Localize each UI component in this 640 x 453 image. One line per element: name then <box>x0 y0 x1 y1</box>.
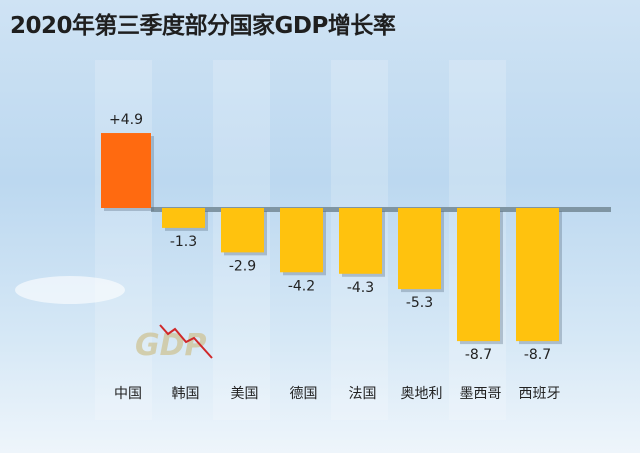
data-label: -8.7 <box>524 347 551 363</box>
category-label: 美国 <box>231 386 259 402</box>
category-label: 西班牙 <box>519 386 561 402</box>
bar-2 <box>221 208 264 253</box>
data-label: -1.3 <box>170 234 197 250</box>
gdp-logo: GDP <box>135 328 207 363</box>
chart-title: 2020年第三季度部分国家GDP增长率 <box>10 13 396 39</box>
bar-0 <box>101 133 151 208</box>
category-label: 中国 <box>114 386 142 402</box>
data-label: +4.9 <box>109 112 143 128</box>
bar-3 <box>280 208 323 273</box>
category-label: 法国 <box>349 386 377 402</box>
bar-4 <box>339 208 382 274</box>
bar-6 <box>457 208 500 342</box>
bar-5 <box>398 208 441 290</box>
data-label: -2.9 <box>229 258 256 274</box>
data-label: -8.7 <box>465 347 492 363</box>
category-label: 奥地利 <box>401 385 443 402</box>
category-label: 德国 <box>290 386 318 402</box>
bar-7 <box>516 208 559 342</box>
cloud-decoration <box>15 276 125 304</box>
down-trend-arrow-icon <box>159 324 213 359</box>
bar-1 <box>162 208 205 228</box>
data-label: -5.3 <box>406 295 433 311</box>
data-label: -4.2 <box>288 278 315 294</box>
category-label: 墨西哥 <box>460 386 502 402</box>
category-label: 韩国 <box>172 386 200 402</box>
column-stripe <box>95 60 152 420</box>
data-label: -4.3 <box>347 280 374 296</box>
